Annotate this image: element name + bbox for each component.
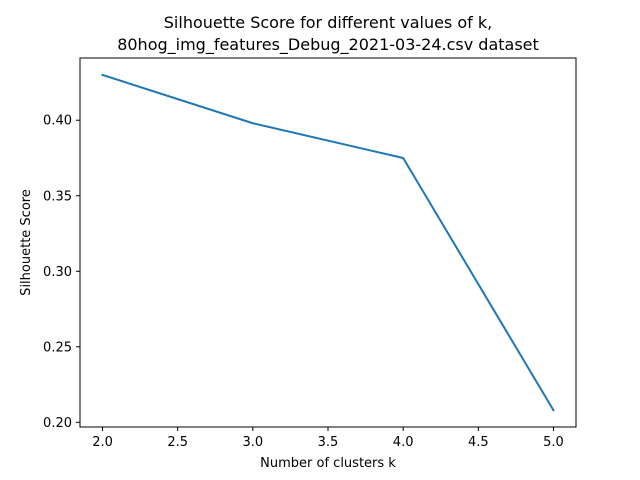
x-tick-label: 4.0 [393, 435, 414, 450]
y-axis-ticks: 0.20 0.25 0.30 0.35 0.40 [43, 114, 80, 431]
chart-title-line-1: Silhouette Score for different values of… [164, 13, 492, 32]
x-tick-label: 4.5 [468, 435, 489, 450]
y-tick-label: 0.40 [43, 114, 72, 129]
series-line [101, 73, 555, 412]
y-tick-label: 0.20 [43, 416, 72, 431]
x-axis-label: Number of clusters k [260, 456, 396, 471]
y-axis-label: Silhouette Score [19, 189, 34, 296]
x-tick-label: 2.5 [167, 435, 188, 450]
x-tick-label: 5.0 [543, 435, 564, 450]
y-tick-label: 0.35 [43, 189, 72, 204]
chart-title-line-2: 80hog_img_features_Debug_2021-03-24.csv … [117, 35, 539, 55]
series-group [101, 73, 555, 412]
y-tick-label: 0.25 [43, 340, 72, 355]
x-tick-label: 3.5 [318, 435, 339, 450]
axes-frame [79, 57, 577, 428]
x-tick-label: 3.0 [243, 435, 264, 450]
y-tick-label: 0.30 [43, 265, 72, 280]
x-tick-label: 2.0 [92, 435, 113, 450]
x-axis-ticks: 2.0 2.5 3.0 3.5 4.0 4.5 5.0 [92, 427, 564, 450]
